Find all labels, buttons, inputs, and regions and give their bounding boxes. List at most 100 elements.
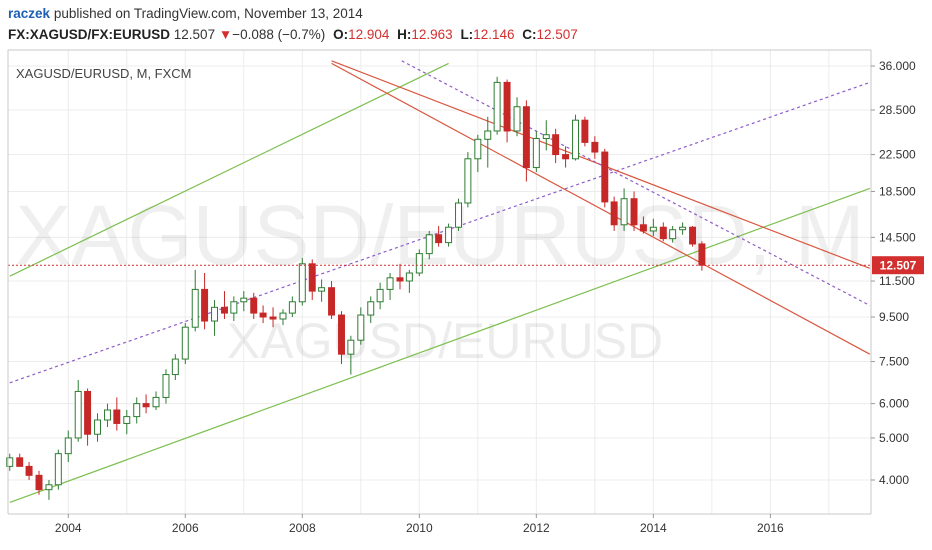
- candle-body: [503, 81, 511, 132]
- candle-body: [259, 312, 267, 318]
- publisher-line: raczek published on TradingView.com, Nov…: [8, 6, 363, 21]
- candle-body: [562, 154, 570, 160]
- x-tick-label: 2014: [640, 521, 667, 535]
- candle-body: [679, 226, 687, 231]
- candle-body: [367, 301, 375, 316]
- candle-body: [425, 234, 433, 255]
- candle-body: [347, 339, 355, 355]
- x-tick-label: 2008: [289, 521, 316, 535]
- candle-body: [639, 224, 647, 232]
- open-value: 12.904: [348, 27, 390, 42]
- candle-body: [396, 277, 404, 282]
- chart-axes: 36.000 28.500 22.500 18.500 14.500 11.500 9.50…: [7, 49, 916, 535]
- candle-body: [601, 151, 609, 203]
- candle-body: [25, 465, 33, 476]
- close-value: 12.507: [536, 27, 578, 42]
- candle-body: [162, 374, 170, 398]
- y-tick-label: 14.500: [879, 230, 916, 244]
- publisher-username[interactable]: raczek: [8, 6, 51, 21]
- candle-body: [474, 138, 482, 160]
- candle-body: [181, 326, 189, 360]
- candle-body: [298, 263, 306, 303]
- candle-body: [279, 312, 287, 320]
- last-price: 12.507: [173, 27, 216, 42]
- y-tick-label: 6.000: [879, 397, 909, 411]
- candle-body: [84, 390, 92, 435]
- candle-body: [698, 243, 706, 266]
- candle-body: [689, 226, 697, 245]
- chart-grid: [8, 50, 871, 514]
- price-change: −0.088 (−0.7%): [232, 27, 326, 42]
- candle-body: [240, 297, 248, 303]
- candle-body: [493, 81, 501, 132]
- candle-body: [6, 457, 14, 467]
- candle-body: [542, 134, 550, 140]
- price-chart[interactable]: XAGUSD/EURUSD, M XAGUSD/EURUSD 12.507 36…: [0, 46, 932, 550]
- candle-body: [250, 297, 258, 314]
- candle-body: [288, 301, 296, 314]
- candle-body: [123, 416, 131, 424]
- candle-body: [308, 263, 316, 292]
- last-price-line: 12.507: [8, 256, 924, 275]
- last-price-label: 12.507: [880, 259, 917, 273]
- trendline-green-lower: [9, 187, 871, 504]
- x-tick-label: 2016: [757, 521, 784, 535]
- candle-body: [591, 141, 599, 153]
- watermark-small: XAGUSD/EURUSD: [227, 313, 663, 369]
- y-tick-label: 28.500: [879, 103, 916, 117]
- candle-body: [435, 234, 443, 244]
- symbol-name[interactable]: FX:XAGUSD/FX:EURUSD: [8, 27, 171, 42]
- trendlines: [9, 60, 871, 504]
- x-tick-label: 2012: [523, 521, 550, 535]
- candle-body: [171, 358, 179, 376]
- candle-body: [152, 396, 160, 408]
- candle-body: [338, 314, 345, 355]
- candle-body: [415, 253, 423, 274]
- candle-body: [16, 457, 24, 467]
- candle-body: [484, 130, 492, 140]
- trendline-purple-down: [401, 60, 871, 307]
- candle-body: [522, 106, 530, 169]
- candle-body: [357, 314, 365, 341]
- low-label: L:: [460, 27, 474, 42]
- low-value: 12.146: [473, 27, 515, 42]
- quote-line: FX:XAGUSD/FX:EURUSD 12.507 ▼−0.088 (−0.7…: [8, 27, 578, 42]
- candle-body: [572, 119, 580, 160]
- y-tick-label: 9.500: [879, 310, 909, 324]
- candle-body: [230, 301, 238, 314]
- candle-body: [581, 119, 589, 143]
- candle-body: [74, 390, 82, 439]
- y-tick-label: 5.000: [879, 431, 909, 445]
- candle-body: [532, 138, 540, 169]
- candle-body: [376, 288, 384, 303]
- y-tick-label: 22.500: [879, 148, 916, 162]
- candle-body: [113, 409, 121, 424]
- y-tick-label: 11.500: [879, 274, 915, 288]
- x-tick-label: 2010: [406, 521, 433, 535]
- x-tick-label: 2006: [172, 521, 199, 535]
- open-label: O:: [333, 27, 349, 42]
- y-tick-label: 18.500: [879, 184, 916, 198]
- candle-body: [649, 226, 657, 232]
- candle-body: [269, 316, 277, 320]
- candle-body: [318, 287, 326, 292]
- y-tick-label: 7.500: [879, 355, 909, 369]
- candle-body: [669, 229, 677, 240]
- close-label: C:: [522, 27, 537, 42]
- y-tick-label: 36.000: [879, 59, 916, 73]
- high-value: 12.963: [411, 27, 453, 42]
- chart-header: raczek published on TradingView.com, Nov…: [8, 4, 924, 46]
- chart-watermark: XAGUSD/EURUSD, M XAGUSD/EURUSD: [15, 188, 864, 369]
- candle-body: [45, 484, 53, 491]
- candle-body: [211, 306, 219, 322]
- trendline-green-upper: [9, 62, 449, 277]
- candle-body: [445, 226, 453, 244]
- last-price-badge: [872, 256, 924, 275]
- candle-body: [328, 287, 336, 316]
- candle-body: [386, 277, 394, 290]
- candle-body: [552, 134, 560, 156]
- candle-body: [201, 288, 209, 322]
- candle-body: [630, 198, 638, 226]
- candle-body: [94, 419, 102, 435]
- y-tick-label: 4.000: [879, 473, 909, 487]
